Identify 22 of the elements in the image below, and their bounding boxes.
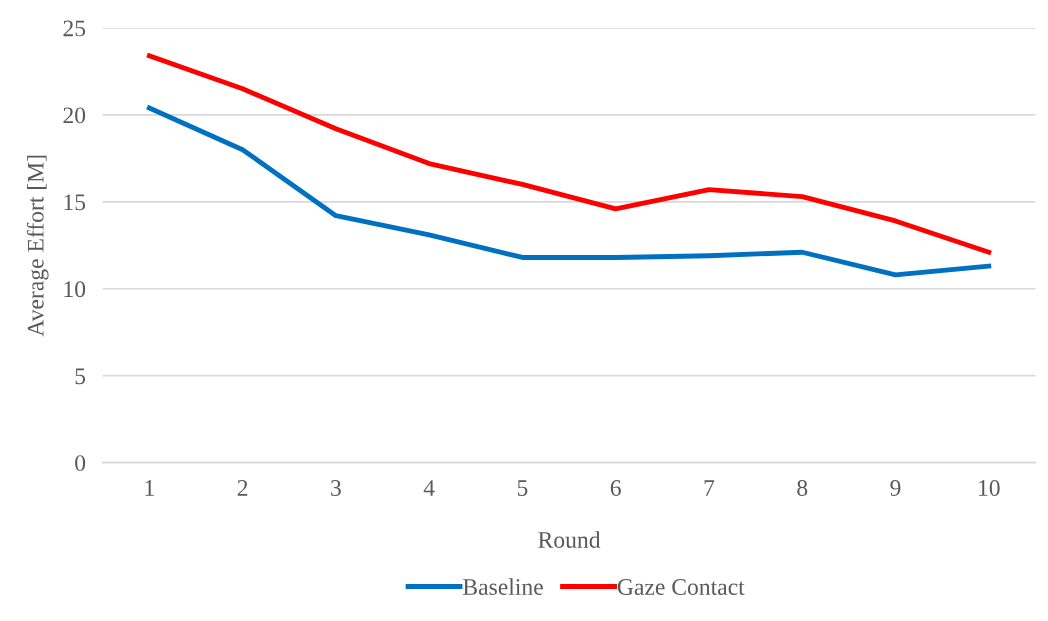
x-tick-label: 8 <box>797 479 808 496</box>
y-tick-label: 5 <box>75 368 86 385</box>
x-tick-label: 7 <box>704 480 715 496</box>
x-tick-label: 10 <box>979 479 1000 496</box>
x-tick-label: 9 <box>890 480 901 496</box>
x-tick-label: 1 <box>145 480 154 496</box>
x-tick-label: 3 <box>331 480 341 496</box>
x-tick-label: 2 <box>237 480 248 496</box>
x-tick-label: 5 <box>517 480 528 496</box>
y-tick-label: 10 <box>64 281 86 298</box>
y-tick-label: 20 <box>63 107 86 124</box>
y-tick-label: 0 <box>75 455 86 472</box>
legend-label: Gaze Contact <box>617 579 745 595</box>
x-tick-label: 4 <box>423 480 435 496</box>
y-tick-label: 25 <box>63 20 86 37</box>
y-tick-label: 15 <box>64 194 86 211</box>
x-axis-title: Round <box>538 531 601 548</box>
line-series <box>146 53 992 255</box>
line-series <box>146 105 992 278</box>
legend-label: Baseline <box>463 578 543 595</box>
y-axis-title: Average Effort [M] <box>26 155 49 337</box>
x-tick-label: 6 <box>610 480 621 496</box>
